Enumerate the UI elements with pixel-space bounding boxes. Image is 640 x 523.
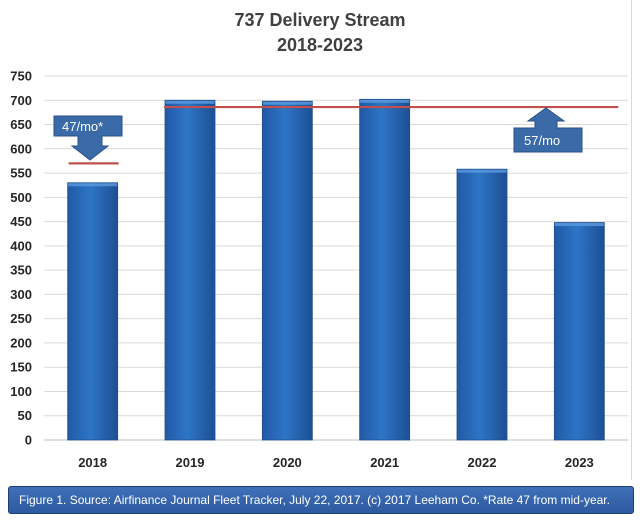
y-tick-label: 650	[10, 117, 32, 132]
callout-57-label: 57/mo	[524, 133, 560, 148]
bar-top-highlight	[457, 169, 507, 173]
bar-top-highlight	[262, 101, 312, 105]
y-tick-label: 150	[10, 360, 32, 375]
y-tick-label: 500	[10, 190, 32, 205]
y-tick-label: 550	[10, 166, 32, 181]
y-tick-label: 100	[10, 384, 32, 399]
chart-title: 737 Delivery Stream	[234, 10, 406, 30]
y-tick-label: 700	[10, 93, 32, 108]
chart-subtitle: 2018-2023	[276, 35, 364, 55]
y-tick-label: 0	[25, 433, 32, 448]
x-tick-label: 2020	[273, 455, 302, 470]
x-tick-label: 2022	[468, 455, 497, 470]
callout-47-arrow	[53, 115, 123, 161]
bar-top-highlight	[165, 100, 215, 104]
y-tick-label: 300	[10, 287, 32, 302]
callout-47-label: 47/mo*	[62, 119, 103, 134]
x-tick-label: 2019	[176, 455, 205, 470]
bar-2021	[359, 98, 411, 441]
bar-top-highlight	[360, 99, 410, 103]
y-tick-label: 350	[10, 263, 32, 278]
panel-edge	[631, 0, 640, 480]
bar-2020	[261, 100, 313, 441]
y-tick-label: 200	[10, 335, 32, 350]
bar-top-highlight	[68, 183, 118, 187]
figure-caption: Figure 1. Source: Airfinance Journal Fle…	[8, 486, 634, 514]
y-tick-label: 750	[10, 69, 32, 84]
y-tick-label: 250	[10, 311, 32, 326]
y-tick-label: 50	[18, 408, 32, 423]
y-tick-label: 400	[10, 238, 32, 253]
chart-area: 737 Delivery Stream 2018-2023 0 50 100 150 2…	[10, 0, 640, 480]
x-tick-label: 2023	[565, 455, 594, 470]
bar-2018	[67, 182, 119, 441]
bar-top-highlight	[554, 223, 604, 227]
x-tick-label: 2021	[370, 455, 399, 470]
bar-2022	[456, 168, 508, 441]
bar-2019	[164, 99, 216, 441]
y-tick-label: 600	[10, 141, 32, 156]
bar-2023	[553, 222, 605, 441]
callout-57-arrow	[513, 107, 583, 153]
bar-chart: 0 50 100 150 200 250 300 350 400 450 500 550 600 650 7…	[10, 69, 628, 470]
y-tick-label: 450	[10, 214, 32, 229]
x-tick-label: 2018	[78, 455, 107, 470]
